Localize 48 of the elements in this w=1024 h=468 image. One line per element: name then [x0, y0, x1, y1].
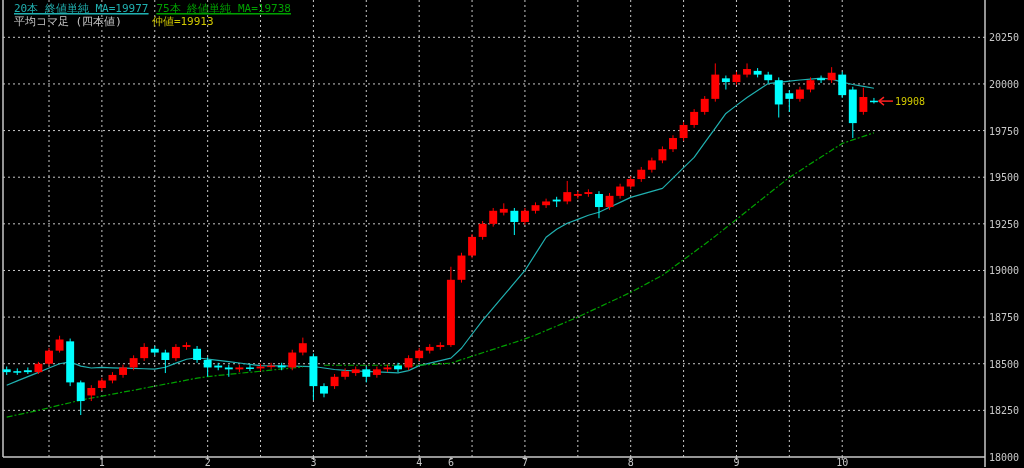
y-tick-label: 19500	[989, 172, 1020, 184]
candlestick	[245, 364, 254, 372]
candlestick	[542, 198, 551, 209]
x-tick-label: 1	[98, 457, 105, 468]
candlestick	[76, 380, 85, 416]
y-tick-label: 20000	[989, 78, 1020, 90]
x-tick-label: 6	[447, 457, 454, 468]
candlestick	[690, 108, 699, 129]
candlestick	[23, 366, 32, 375]
candlestick	[478, 220, 487, 241]
candlestick	[743, 62, 751, 78]
text: 平均コマ足 (四本値)	[14, 15, 122, 28]
y-tick-label: 20250	[989, 32, 1020, 44]
y-tick-label: 19000	[989, 265, 1020, 277]
candlestick	[372, 366, 381, 379]
candlestick	[489, 207, 498, 228]
y-tick-label: 18750	[989, 312, 1020, 324]
candlestick	[817, 75, 826, 84]
y-tick-label: 18500	[989, 358, 1020, 370]
annotation: 仲値=19913	[151, 15, 214, 28]
x-tick-label: 8	[627, 457, 634, 468]
legend: 20本 終値単純 MA=19977 75本 終値単純 MA=19738	[13, 2, 292, 15]
candlestick	[700, 95, 709, 116]
candlestick	[785, 89, 794, 113]
candlestick	[161, 349, 170, 374]
text: 19908	[894, 95, 926, 107]
y-tick-label: 18000	[989, 452, 1020, 463]
y-tick-label: 19750	[989, 125, 1020, 137]
candlestick	[468, 233, 477, 259]
candlestick	[721, 75, 730, 91]
candlestick	[341, 367, 350, 381]
x-tick-label: 7	[521, 457, 528, 468]
x-tick-label: 2	[204, 457, 211, 468]
candlestick	[679, 121, 688, 142]
candlestick	[288, 349, 297, 371]
x-tick-label: 4	[416, 457, 423, 468]
candlestick	[97, 377, 106, 392]
x-tick-label: 3	[310, 457, 317, 468]
candlestick	[838, 71, 847, 99]
candlestick	[563, 180, 572, 205]
y-tick-label: 18250	[989, 405, 1020, 417]
x-tick-label: 10	[836, 457, 849, 468]
x-tick-label: 9	[733, 457, 740, 468]
candlestick	[510, 207, 519, 236]
y-tick-label: 19250	[989, 218, 1020, 230]
candlestick	[203, 356, 212, 378]
candlestick	[595, 190, 603, 219]
candlestick	[859, 87, 868, 116]
